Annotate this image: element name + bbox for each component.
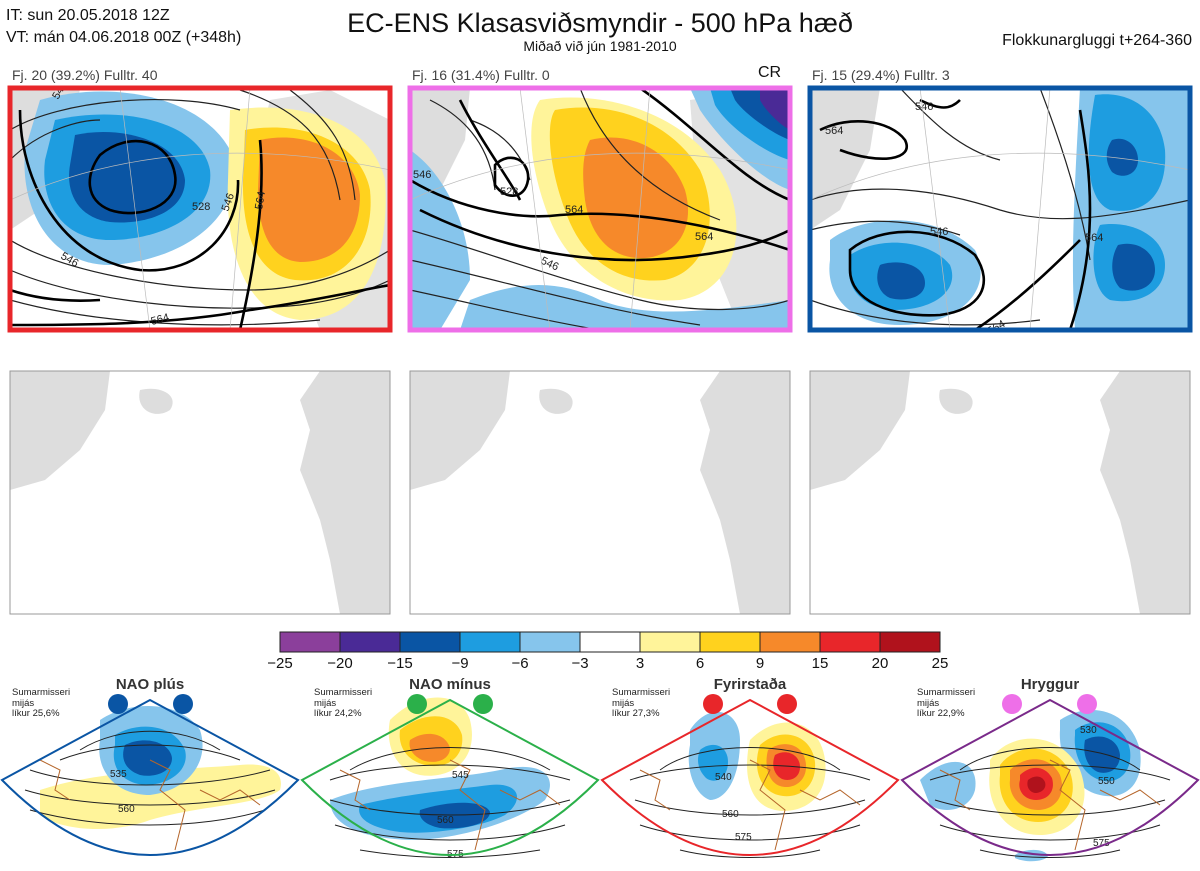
regime-dot-left <box>108 694 128 714</box>
regime-note: Sumarmisseri mijás líkur 27,3% <box>612 687 671 719</box>
contour-label: 545 <box>452 770 469 781</box>
colorbar-tick: 15 <box>811 655 829 672</box>
colorbar-tick: 6 <box>695 655 705 672</box>
contour-label: 564 <box>150 312 171 328</box>
contour-label: 575 <box>1093 838 1110 849</box>
regime-name: NAO mínus <box>409 676 491 693</box>
contour-label: 530 <box>1080 725 1097 736</box>
contour-label: 564 <box>565 204 583 216</box>
colorbar-tick: 9 <box>755 655 765 672</box>
bottom-maps <box>9 370 1191 615</box>
panel-1-frame <box>7 85 393 333</box>
contour-label: 546 <box>413 169 431 181</box>
regime-dot-right <box>777 694 797 714</box>
regime-note: Sumarmisseri mijás líkur 22,9% <box>917 687 976 719</box>
contour-label: 560 <box>437 815 454 826</box>
panel-3-frame <box>807 85 1193 333</box>
contour-label: 560 <box>722 809 739 820</box>
panel-2-frame <box>407 85 793 333</box>
colorbar-tick: −3 <box>571 655 589 672</box>
classification-window: Flokkunargluggi t+264-360 <box>1002 32 1192 49</box>
contour-label: 540 <box>715 772 732 783</box>
regime-dot-right <box>473 694 493 714</box>
regime-dot-left <box>703 694 723 714</box>
contour-label: 564 <box>253 190 268 210</box>
page-subtitle: Miðað við jún 1981-2010 <box>523 38 677 54</box>
colorbar-tick: 25 <box>931 655 949 672</box>
regime-nao-plus-map: 535 560 <box>0 694 300 856</box>
contour-label: 564 <box>825 125 843 137</box>
regime-note: Sumarmisseri mijás líkur 25,6% <box>12 687 71 719</box>
regime-dot-right <box>173 694 193 714</box>
contour-label: 546 <box>930 226 948 238</box>
panel-3-map: 546 564 564 564 546 <box>810 88 1190 338</box>
colorbar-tick: −20 <box>327 655 353 672</box>
regime-dot-left <box>407 694 427 714</box>
contour-label: 575 <box>735 832 752 843</box>
panel-1-map: 548 528 546 564 564 546 <box>10 88 390 330</box>
contour-label: 528 <box>500 186 518 198</box>
contour-label: 564 <box>986 318 1008 338</box>
regime-name: Hryggur <box>1020 676 1080 693</box>
colorbar-tick: −6 <box>511 655 529 672</box>
regime-dot-left <box>1002 694 1022 714</box>
panel-2-label: Fj. 16 (31.4%) Fulltr. 0 <box>412 67 550 83</box>
regime-name: Fyrirstaða <box>713 676 787 693</box>
contour-label: 564 <box>1085 232 1103 244</box>
contour-label: 528 <box>192 201 210 213</box>
panel-2-map: 528 546 564 564 546 <box>410 88 790 330</box>
colorbar-tick: −25 <box>267 655 293 672</box>
valid-time: VT: mán 04.06.2018 00Z (+348h) <box>6 29 242 46</box>
panel-2-tag: CR <box>758 64 782 81</box>
regime-ridge-map: 530 550 575 <box>900 694 1200 862</box>
regime-blocking-map: 540 560 575 <box>600 694 900 858</box>
contour-label: 560 <box>118 804 135 815</box>
colorbar-tick: −15 <box>387 655 413 672</box>
panel-1-label: Fj. 20 (39.2%) Fulltr. 40 <box>12 67 158 83</box>
colorbar <box>279 631 941 653</box>
contour-label: 546 <box>220 192 238 213</box>
colorbar-tick: −9 <box>451 655 469 672</box>
regime-nao-minus-map: 545 560 575 <box>300 694 600 860</box>
regime-note: Sumarmisseri mijás líkur 24,2% <box>314 687 373 719</box>
contour-label: 546 <box>915 101 933 113</box>
issue-time: IT: sun 20.05.2018 12Z <box>6 7 170 24</box>
regime-dot-right <box>1077 694 1097 714</box>
contour-label: 535 <box>110 769 127 780</box>
panel-3-label: Fj. 15 (29.4%) Fulltr. 3 <box>812 67 950 83</box>
regime-name: NAO plús <box>115 676 185 693</box>
colorbar-tick: 20 <box>871 655 889 672</box>
contour-label: 550 <box>1098 776 1115 787</box>
contour-label: 564 <box>695 231 713 243</box>
page-title: EC-ENS Klasasviðsmyndir - 500 hPa hæð <box>347 8 853 38</box>
colorbar-tick: 3 <box>635 655 645 672</box>
